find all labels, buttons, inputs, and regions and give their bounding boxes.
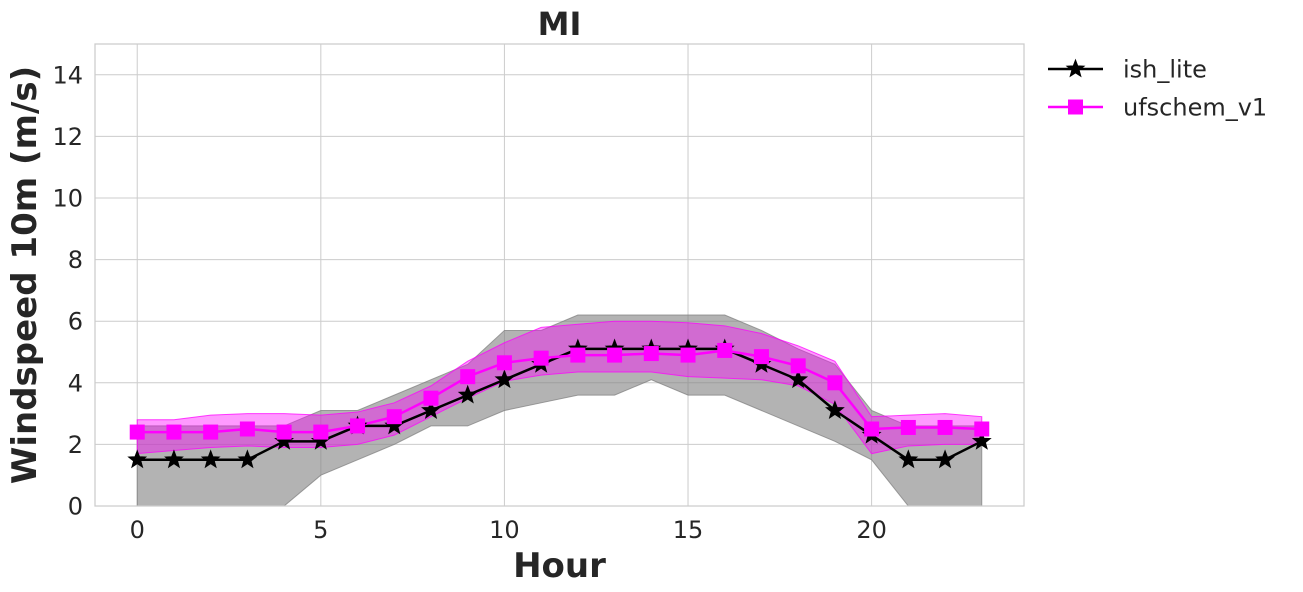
point-ufschem_v1	[974, 421, 990, 437]
point-ufschem_v1	[827, 375, 843, 391]
y-tick-label: 4	[68, 369, 83, 397]
point-ish_lite	[788, 369, 809, 389]
point-ufschem_v1	[900, 419, 916, 435]
point-ufschem_v1	[607, 347, 623, 363]
series-markers	[127, 338, 992, 469]
legend-marker	[1068, 99, 1083, 115]
legend-item-ufschem_v1: ufschem_v1	[1048, 94, 1267, 122]
y-tick-labels: 0 2 4 6 8 10 12 14	[52, 61, 83, 520]
point-ish_lite	[935, 449, 955, 469]
y-tick-label: 2	[68, 431, 83, 459]
point-ish_lite	[457, 384, 478, 404]
point-ufschem_v1	[643, 346, 659, 362]
point-ish_lite	[971, 430, 992, 450]
legend-label: ish_lite	[1123, 56, 1207, 84]
point-ufschem_v1	[864, 421, 880, 437]
point-ish_lite	[421, 400, 441, 419]
point-ufschem_v1	[937, 419, 953, 435]
x-axis-label: Hour	[513, 546, 606, 586]
point-ish_lite	[494, 369, 515, 389]
point-ufschem_v1	[313, 424, 329, 440]
y-tick-label: 12	[52, 123, 83, 151]
y-tick-label: 14	[52, 61, 83, 89]
point-ufschem_v1	[460, 369, 476, 385]
x-tick-labels: 0 5 10 15 20	[130, 516, 887, 544]
point-ufschem_v1	[239, 421, 255, 437]
point-ish_lite	[127, 449, 148, 469]
x-tick-label: 15	[673, 516, 704, 544]
y-tick-label: 0	[68, 493, 83, 521]
point-ufschem_v1	[753, 349, 769, 365]
point-ish_lite	[200, 449, 221, 469]
x-tick-label: 0	[130, 516, 145, 544]
plot-frame	[94, 43, 1025, 507]
point-ufschem_v1	[423, 390, 439, 406]
point-ufschem_v1	[276, 424, 292, 440]
legend: ish_lite ufschem_v1	[1048, 56, 1267, 122]
point-ufschem_v1	[129, 424, 145, 440]
legend-label: ufschem_v1	[1123, 94, 1267, 122]
point-ufschem_v1	[680, 347, 696, 363]
x-tick-label: 5	[313, 516, 328, 544]
point-ish_lite	[237, 449, 258, 469]
markers-ufschem_v1	[129, 342, 990, 440]
point-ufschem_v1	[717, 342, 733, 358]
y-tick-label: 10	[52, 185, 83, 213]
legend-item-ish_lite: ish_lite	[1048, 56, 1207, 84]
point-ish_lite	[898, 449, 919, 469]
x-tick-label: 20	[856, 516, 887, 544]
point-ufschem_v1	[386, 409, 402, 425]
point-ish_lite	[824, 400, 845, 419]
point-ufschem_v1	[570, 347, 586, 363]
y-axis-label: Windspeed 10m (m/s)	[5, 66, 45, 484]
point-ish_lite	[164, 449, 184, 469]
point-ufschem_v1	[790, 358, 806, 374]
point-ufschem_v1	[533, 350, 549, 366]
legend-marker	[1065, 58, 1086, 78]
point-ufschem_v1	[496, 355, 512, 371]
y-tick-label: 8	[68, 246, 83, 274]
point-ufschem_v1	[203, 424, 219, 440]
y-tick-label: 6	[68, 308, 83, 336]
point-ufschem_v1	[166, 424, 182, 440]
point-ufschem_v1	[350, 418, 366, 434]
x-tick-label: 10	[489, 516, 520, 544]
chart-title: MI	[538, 5, 582, 43]
